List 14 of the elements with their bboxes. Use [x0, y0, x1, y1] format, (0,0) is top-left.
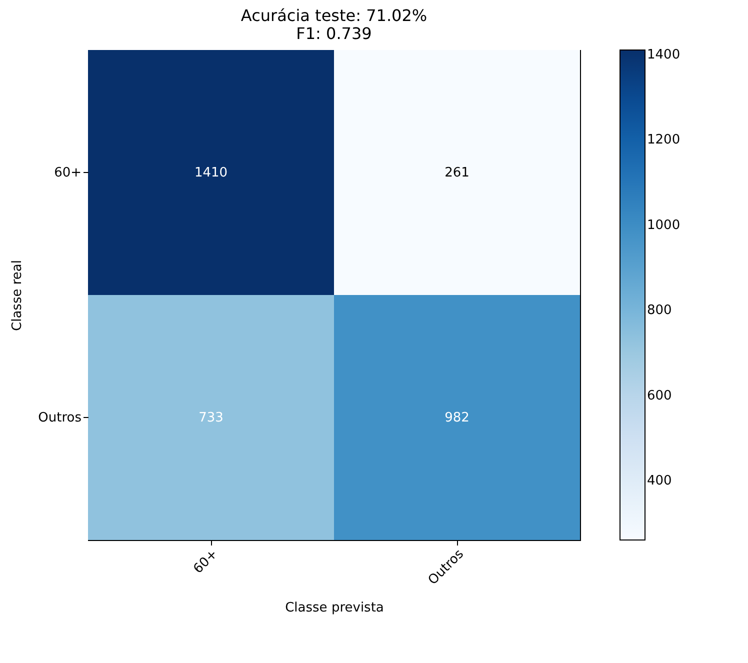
x-axis-title: Classe prevista: [285, 600, 384, 616]
chart-subtitle: F1: 0.739: [296, 24, 372, 43]
color-bar-label: 400: [647, 474, 672, 489]
color-bar-label: 1000: [647, 218, 680, 233]
y-axis-title: Classe real: [10, 260, 26, 331]
color-bar-label: 600: [647, 388, 672, 404]
data-label: 1410: [194, 166, 228, 180]
data-label: 982: [444, 410, 470, 426]
data-label: 261: [444, 166, 470, 180]
data-label: 733: [198, 410, 224, 426]
color-bar-label: 800: [647, 303, 672, 318]
color-bar-label: 1200: [647, 132, 680, 148]
chart-title: Acurácia teste: 71.02%: [240, 6, 428, 25]
color-bar-label: 1400: [647, 47, 680, 62]
